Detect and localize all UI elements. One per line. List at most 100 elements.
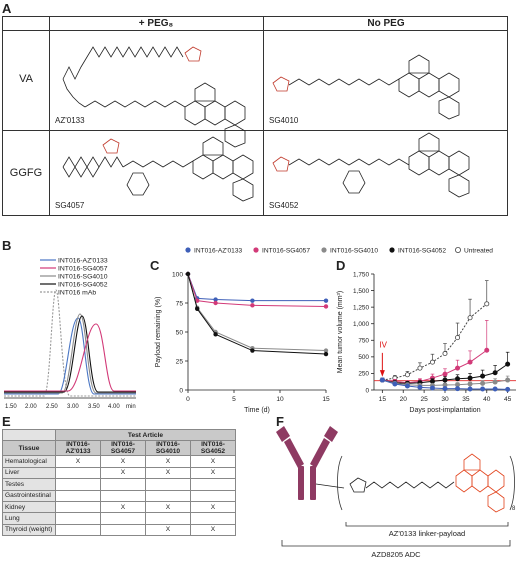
- legend-sg4052: INT016-SG4052: [398, 247, 446, 254]
- table-col-tissue: Tissue: [2, 440, 56, 457]
- legend-b-sg4052: INT016-SG4052: [58, 282, 108, 289]
- c-point-1-4: [323, 304, 329, 309]
- d-point-4-3: [417, 384, 423, 390]
- table-cell: X: [190, 523, 236, 537]
- c-series-line-0: [187, 273, 326, 302]
- maleimide-az0133: [184, 46, 202, 62]
- compound-sg4057: SG4057: [55, 201, 85, 210]
- c-point-3-3: [250, 348, 255, 353]
- table-row: Liver X X X: [2, 466, 236, 480]
- legend-untreated: Untreated: [464, 247, 493, 254]
- table-cell-tissue: Liver: [2, 466, 56, 480]
- c-y-tick-label: 100: [172, 271, 183, 278]
- chromatogram-traces: [4, 289, 136, 397]
- linker-sg4057: [122, 160, 194, 168]
- d-point-3-9: [492, 379, 498, 385]
- d-point-1-5: [442, 371, 448, 377]
- panel-letter-f: F: [276, 414, 284, 429]
- table-cell: [55, 500, 101, 514]
- d-point-2-4: [429, 378, 435, 384]
- legend-sg4057: INT016-SG4057: [262, 247, 310, 254]
- table-row: Thyroid (weight) X X: [2, 523, 236, 537]
- label-adc: AZD8205 ADC: [371, 550, 421, 559]
- c-ylabel: Payload remaining (%): [155, 297, 162, 368]
- table-row: Testes: [2, 478, 236, 491]
- c-point-3-4: [323, 351, 329, 357]
- chromatogram-ticks: 1.50 2.00 2.50 3.00 3.50 4.00 min: [5, 404, 136, 410]
- c-y-tick-label: 75: [176, 300, 184, 307]
- d-point-3-8: [480, 380, 486, 386]
- linker-sg4052: [288, 158, 410, 166]
- table-col-sg4052: INT016-SG4052: [190, 440, 236, 457]
- b-tick-2: 2.50: [46, 404, 58, 410]
- d-point-0-6: [455, 335, 461, 341]
- d-point-4-7: [467, 386, 473, 392]
- legend-b-sg4057: INT016-SG4057: [58, 266, 108, 273]
- payload-ring-sg4057: [192, 154, 214, 180]
- trace-mab: [4, 289, 136, 397]
- d-point-2-9: [492, 370, 498, 376]
- cd-legend: INT016-AZ'0133 INT016-SG4057 INT016-SG40…: [185, 247, 493, 254]
- d-point-4-1: [392, 381, 398, 387]
- table-row: Gastrointestinal: [2, 489, 236, 502]
- linker-payload-structure: [315, 477, 455, 493]
- chromatogram: INT016-AZ'0133 INT016-SG4057 INT016-SG40…: [4, 258, 136, 410]
- c-y-tick-label: 25: [176, 358, 184, 365]
- table-col-sg4010: INT016-SG4010: [145, 440, 191, 457]
- chromatogram-legend: INT016-AZ'0133 INT016-SG4057 INT016-SG40…: [40, 258, 108, 297]
- trace-sg4057: [4, 323, 136, 392]
- table-cell: [55, 512, 101, 525]
- c-series-line-2: [187, 273, 327, 352]
- d-point-4-5: [442, 386, 448, 392]
- d-y-tick-label: 250: [358, 371, 369, 378]
- compound-sg4010: SG4010: [269, 116, 299, 125]
- legend-b-sg4010: INT016-SG4010: [58, 274, 108, 281]
- c-y-tick-label: 50: [176, 329, 184, 336]
- table-cell: [100, 523, 146, 537]
- table-cell: X: [100, 466, 146, 480]
- panel-letter-c: C: [150, 258, 160, 273]
- trace-sg4052: [4, 315, 136, 393]
- table-cell-tissue: Kidney: [2, 500, 56, 514]
- table-cell: [190, 478, 236, 491]
- c-x-tick-label: 5: [232, 396, 236, 403]
- c-x-tick-label: 10: [276, 396, 284, 403]
- d-point-2-5: [442, 377, 448, 383]
- maleimide-sg4052: [272, 156, 290, 172]
- table-cell: X: [55, 455, 101, 468]
- d-point-3-7: [467, 381, 473, 387]
- trace-az0133: [4, 317, 136, 395]
- table-cell: [55, 466, 101, 480]
- d-point-0-2: [404, 372, 410, 378]
- linker-az0133: [84, 100, 186, 108]
- toxicity-table: Test Article Tissue INT016-AZ'0133 INT01…: [2, 428, 236, 537]
- d-point-1-7: [467, 359, 473, 365]
- label-linker-payload: AZ'0133 linker-payload: [389, 529, 465, 538]
- d-y-tick-label: 1,500: [353, 288, 369, 295]
- d-point-4-4: [429, 385, 435, 391]
- legend-marker-az0133: [185, 247, 191, 253]
- peg-chain-sg4057: [62, 156, 124, 168]
- d-ylabel: Mean tumor volume (mm³): [337, 291, 344, 373]
- c-point-1-3: [250, 303, 255, 308]
- table-cell: [55, 478, 101, 491]
- d-point-3-6: [455, 382, 461, 388]
- linker-sg4010: [288, 78, 400, 86]
- c-point-3-0: [185, 271, 191, 277]
- table-cell: X: [190, 500, 236, 514]
- payload-structure: [455, 453, 505, 513]
- chart-c: Payload remaining (%) Time (d) 0 25 50 75 10…: [155, 271, 330, 414]
- structure-grid: + PEG₈ No PEG VA GGFG AZ'0133 SG4010 SG4…: [2, 16, 508, 216]
- table-cell: X: [190, 466, 236, 480]
- table-corner: [2, 428, 56, 442]
- chart-d: Mean tumor volume (mm³) Days post-implan…: [337, 271, 516, 414]
- panel-letter-b: B: [2, 238, 12, 253]
- antibody-icon: [276, 426, 338, 500]
- d-point-1-6: [455, 365, 461, 371]
- table-row: Lung: [2, 512, 236, 525]
- c-xlabel: Time (d): [244, 407, 270, 414]
- legend-b-mab: INT016 mAb: [58, 290, 96, 297]
- c-x-tick-label: 0: [186, 396, 190, 403]
- compound-sg4052: SG4052: [269, 201, 299, 210]
- peg-chain-az0133: [62, 46, 184, 80]
